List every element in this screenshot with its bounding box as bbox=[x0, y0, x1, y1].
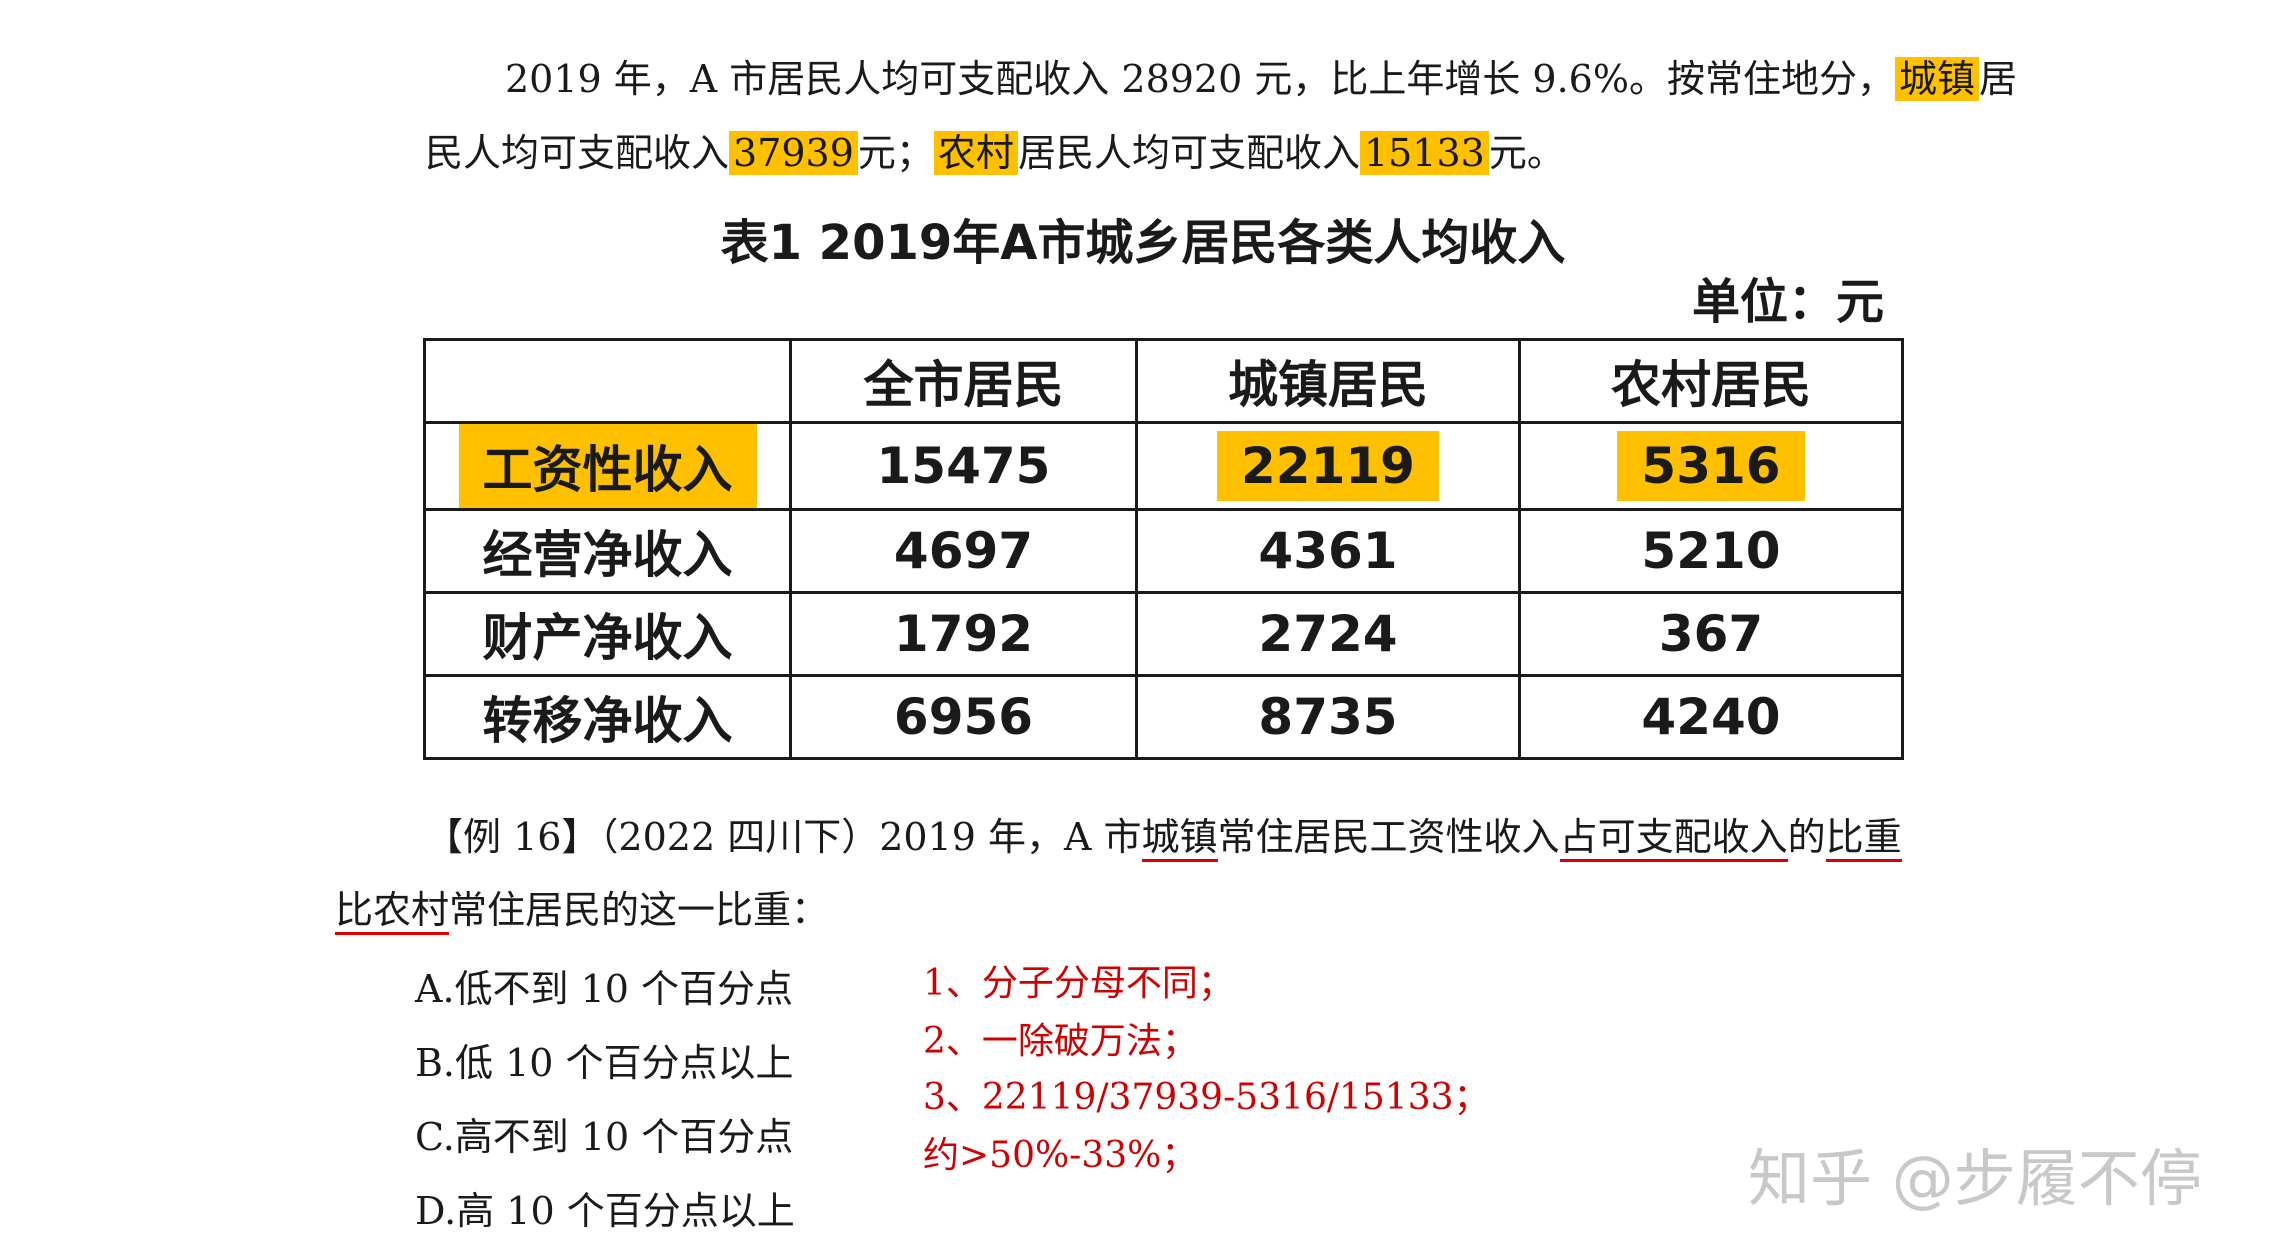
header-blank bbox=[423, 338, 792, 424]
underline-ratio: 比重 bbox=[1825, 815, 1902, 862]
table-unit: 单位：元 bbox=[1692, 274, 1885, 330]
intro-text: 居 bbox=[1979, 57, 2018, 101]
cell-rural: 5316 bbox=[1518, 421, 1904, 511]
table-row: 工资性收入 15475 22119 5316 bbox=[423, 421, 1904, 511]
cell-all: 1792 bbox=[789, 591, 1138, 677]
question-text: 常住居民的这一比重： bbox=[449, 888, 830, 932]
income-table: 全市居民 城镇居民 农村居民 工资性收入 15475 22119 5316 经营… bbox=[423, 338, 1904, 760]
intro-line-2: 民人均可支配收入 37939 元； 农村 居民人均可支配收入 15133 元。 bbox=[425, 116, 1565, 190]
cell-urban: 22119 bbox=[1135, 421, 1521, 511]
cell-all: 15475 bbox=[789, 421, 1138, 511]
table-title: 表1 2019年A市城乡居民各类人均收入 bbox=[720, 215, 1566, 271]
note-line: 约>50%-33%； bbox=[923, 1135, 1198, 1176]
cell-rural: 4240 bbox=[1518, 674, 1904, 760]
cell-all: 6956 bbox=[789, 674, 1138, 760]
cell-rural: 367 bbox=[1518, 591, 1904, 677]
header-all: 全市居民 bbox=[789, 338, 1138, 424]
row-label: 经营净收入 bbox=[423, 508, 792, 594]
question-text: 【例 16】（2022 四川下）2019 年，A 市 bbox=[425, 815, 1142, 859]
note-line: 1、分子分母不同； bbox=[923, 963, 1234, 1004]
intro-text: 2019 年，A 市居民人均可支配收入 28920 元，比上年增长 9.6%。按… bbox=[505, 57, 1895, 101]
intro-text: 民人均可支配收入 bbox=[425, 131, 730, 175]
question-text: 的 bbox=[1787, 815, 1826, 859]
cell-all: 4697 bbox=[789, 508, 1138, 594]
row-label: 转移净收入 bbox=[423, 674, 792, 760]
option-a[interactable]: A.低不到 10 个百分点 bbox=[415, 967, 794, 1011]
note-line: 3、22119/37939-5316/15133； bbox=[923, 1077, 1490, 1118]
header-urban: 城镇居民 bbox=[1135, 338, 1521, 424]
highlight-rural: 农村 bbox=[933, 131, 1018, 175]
highlight-rural-income: 15133 bbox=[1359, 131, 1489, 175]
underline-rural: 比农村 bbox=[335, 888, 450, 935]
table-row: 转移净收入 6956 8735 4240 bbox=[423, 674, 1904, 760]
option-b[interactable]: B.低 10 个百分点以上 bbox=[415, 1041, 794, 1085]
intro-text: 居民人均可支配收入 bbox=[1017, 131, 1360, 175]
option-c[interactable]: C.高不到 10 个百分点 bbox=[415, 1115, 794, 1159]
highlight-urban-income: 37939 bbox=[729, 131, 858, 175]
underline-share: 占可支配收入 bbox=[1559, 815, 1788, 862]
intro-text: 元。 bbox=[1488, 131, 1565, 175]
note-line: 2、一除破万法； bbox=[923, 1021, 1198, 1062]
cell-rural: 5210 bbox=[1518, 508, 1904, 594]
table-row: 经营净收入 4697 4361 5210 bbox=[423, 508, 1904, 594]
watermark: 知乎 @步履不停 bbox=[1748, 1142, 2202, 1215]
row-label: 财产净收入 bbox=[423, 591, 792, 677]
table-header-row: 全市居民 城镇居民 农村居民 bbox=[423, 338, 1904, 424]
intro-text: 元； bbox=[857, 131, 934, 175]
cell-highlight: 22119 bbox=[1217, 431, 1439, 501]
table-row: 财产净收入 1792 2724 367 bbox=[423, 591, 1904, 677]
intro-line-1: 2019 年，A 市居民人均可支配收入 28920 元，比上年增长 9.6%。按… bbox=[505, 42, 2017, 116]
cell-urban: 2724 bbox=[1135, 591, 1521, 677]
header-rural: 农村居民 bbox=[1518, 338, 1904, 424]
question-line-1: 【例 16】（2022 四川下）2019 年，A 市城镇常住居民工资性收入占可支… bbox=[425, 800, 1902, 874]
cell-highlight: 5316 bbox=[1617, 431, 1805, 501]
option-d[interactable]: D.高 10 个百分点以上 bbox=[415, 1189, 795, 1233]
question-line-2: 比农村常住居民的这一比重： bbox=[335, 873, 829, 947]
cell-urban: 8735 bbox=[1135, 674, 1521, 760]
underline-urban: 城镇 bbox=[1141, 815, 1218, 862]
question-text: 常住居民工资性收入 bbox=[1217, 815, 1560, 859]
cell-urban: 4361 bbox=[1135, 508, 1521, 594]
highlight-urban: 城镇 bbox=[1894, 57, 1979, 101]
row-label: 工资性收入 bbox=[423, 421, 792, 511]
row-label-highlight: 工资性收入 bbox=[458, 424, 757, 508]
